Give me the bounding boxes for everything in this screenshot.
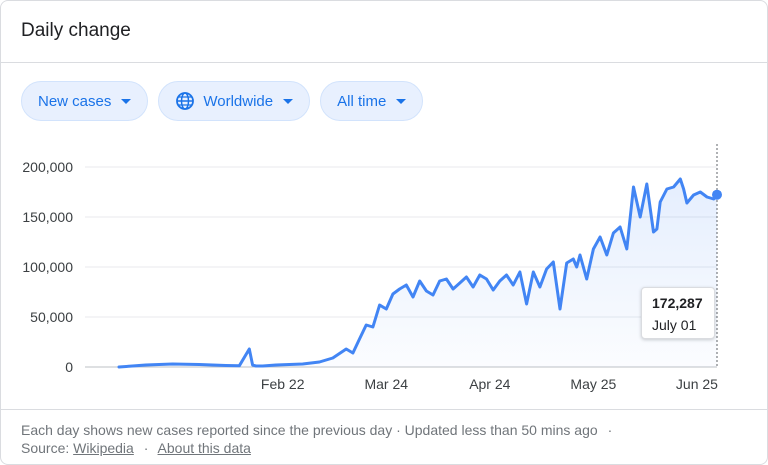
wikipedia-link[interactable]: Wikipedia: [73, 440, 134, 456]
card-title: Daily change: [21, 20, 131, 41]
time-range-filter-label: All time: [337, 92, 387, 110]
region-filter-label: Worldwide: [203, 92, 274, 110]
x-tick-label: Apr 24: [469, 376, 510, 392]
footer-divider: [1, 409, 767, 410]
area-fill: [119, 179, 717, 367]
about-data-link[interactable]: About this data: [157, 440, 251, 456]
tooltip-value: 172,287: [652, 295, 703, 311]
hover-tooltip: 172,287 July 01: [641, 287, 715, 339]
globe-icon: [175, 91, 195, 111]
metric-filter-label: New cases: [38, 92, 112, 110]
y-tick-label: 200,000: [22, 159, 73, 175]
x-tick-label: Jun 25: [676, 376, 718, 392]
x-tick-label: May 25: [570, 376, 616, 392]
footer-dot: ·: [607, 422, 613, 438]
daily-change-line-chart[interactable]: 200,000 150,000 100,000 50,000 0 Feb 22 Mar 24…: [1, 126, 767, 396]
tooltip-date: July 01: [652, 317, 697, 333]
y-tick-label: 150,000: [22, 209, 73, 225]
y-tick-label: 50,000: [30, 309, 73, 325]
filter-bar: New cases Worldwide All time: [21, 81, 424, 121]
header-divider: [1, 62, 767, 63]
footer-note: Each day shows new cases reported since …: [21, 422, 598, 438]
hover-point: [712, 189, 722, 200]
footer-dot: ·: [143, 440, 149, 456]
dropdown-arrow-icon: [396, 98, 407, 104]
time-range-filter-chip[interactable]: All time: [320, 81, 424, 121]
region-filter-chip[interactable]: Worldwide: [158, 81, 311, 121]
dropdown-arrow-icon: [283, 98, 294, 104]
source-label: Source:: [21, 440, 70, 456]
y-tick-label: 100,000: [22, 259, 73, 275]
footer: Each day shows new cases reported since …: [21, 421, 618, 457]
x-tick-label: Feb 22: [261, 376, 305, 392]
x-tick-label: Mar 24: [364, 376, 408, 392]
series-line: [117, 177, 719, 369]
metric-filter-chip[interactable]: New cases: [21, 81, 149, 121]
dropdown-arrow-icon: [121, 98, 132, 104]
y-tick-label: 0: [65, 359, 73, 375]
